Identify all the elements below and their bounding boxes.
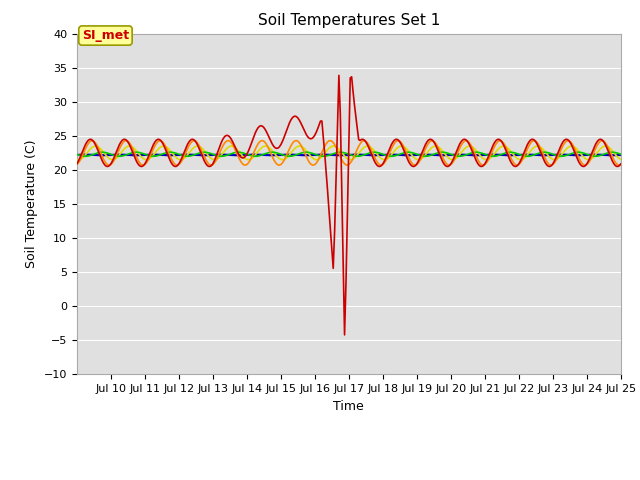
TC1_4Cm (157, 138, 164, 144)
TC1_32Cm (124, 152, 132, 158)
TC1_2Cm (297, 120, 305, 125)
TC1_2Cm (437, 155, 445, 161)
TC1_32Cm (73, 152, 81, 158)
TC1_16Cm (454, 153, 461, 159)
TC1_50Cm (451, 152, 459, 158)
TC1_32Cm (87, 152, 95, 157)
TC1_4Cm (241, 162, 249, 168)
TC1_2Cm (73, 161, 81, 167)
TC1_32Cm (617, 152, 625, 158)
TC1_8Cm (454, 154, 461, 159)
TC1_16Cm (81, 154, 89, 159)
TC1_16Cm (124, 151, 132, 157)
TC1_8Cm (87, 145, 95, 151)
TC1_50Cm (617, 152, 625, 158)
TC1_8Cm (73, 156, 81, 162)
TC1_32Cm (437, 152, 445, 158)
TC1_4Cm (437, 151, 445, 156)
TC1_2Cm (364, 142, 371, 147)
Line: TC1_8Cm: TC1_8Cm (77, 146, 621, 160)
TC1_4Cm (86, 139, 93, 145)
TC1_16Cm (300, 150, 307, 156)
TC1_50Cm (121, 152, 129, 158)
TC1_4Cm (454, 149, 461, 155)
TC1_8Cm (92, 143, 99, 149)
TC1_50Cm (297, 152, 305, 158)
Y-axis label: Soil Temperature (C): Soil Temperature (C) (25, 140, 38, 268)
TC1_4Cm (364, 140, 371, 145)
TC1_2Cm (454, 145, 461, 151)
TC1_32Cm (364, 152, 371, 158)
TC1_16Cm (73, 151, 81, 157)
TC1_50Cm (86, 152, 93, 158)
TC1_32Cm (454, 152, 461, 157)
Text: SI_met: SI_met (82, 29, 129, 42)
TC1_4Cm (617, 162, 625, 168)
TC1_2Cm (340, 332, 348, 338)
TC1_32Cm (99, 152, 106, 158)
TC1_2Cm (335, 72, 343, 78)
TC1_8Cm (124, 144, 132, 149)
TC1_4Cm (121, 138, 129, 144)
TC1_50Cm (434, 152, 442, 158)
TC1_2Cm (86, 136, 93, 142)
TC1_16Cm (87, 152, 95, 158)
Line: TC1_2Cm: TC1_2Cm (77, 75, 621, 335)
Line: TC1_4Cm: TC1_4Cm (77, 141, 621, 165)
TC1_50Cm (360, 152, 368, 158)
TC1_4Cm (300, 147, 307, 153)
TC1_16Cm (617, 151, 625, 157)
TC1_16Cm (364, 151, 371, 156)
TC1_8Cm (364, 143, 371, 149)
TC1_8Cm (617, 156, 625, 162)
TC1_8Cm (74, 157, 82, 163)
TC1_8Cm (300, 145, 307, 151)
Line: TC1_16Cm: TC1_16Cm (77, 152, 621, 156)
TC1_2Cm (121, 136, 129, 142)
TC1_16Cm (99, 149, 106, 155)
TC1_32Cm (300, 152, 307, 158)
X-axis label: Time: Time (333, 400, 364, 413)
Legend: TC1_2Cm, TC1_4Cm, TC1_8Cm, TC1_16Cm, TC1_32Cm, TC1_50Cm: TC1_2Cm, TC1_4Cm, TC1_8Cm, TC1_16Cm, TC1… (73, 479, 625, 480)
Title: Soil Temperatures Set 1: Soil Temperatures Set 1 (258, 13, 440, 28)
TC1_4Cm (73, 162, 81, 168)
TC1_16Cm (437, 149, 445, 155)
TC1_2Cm (617, 161, 625, 167)
TC1_50Cm (73, 152, 81, 158)
TC1_32Cm (81, 152, 89, 157)
TC1_8Cm (437, 146, 445, 152)
